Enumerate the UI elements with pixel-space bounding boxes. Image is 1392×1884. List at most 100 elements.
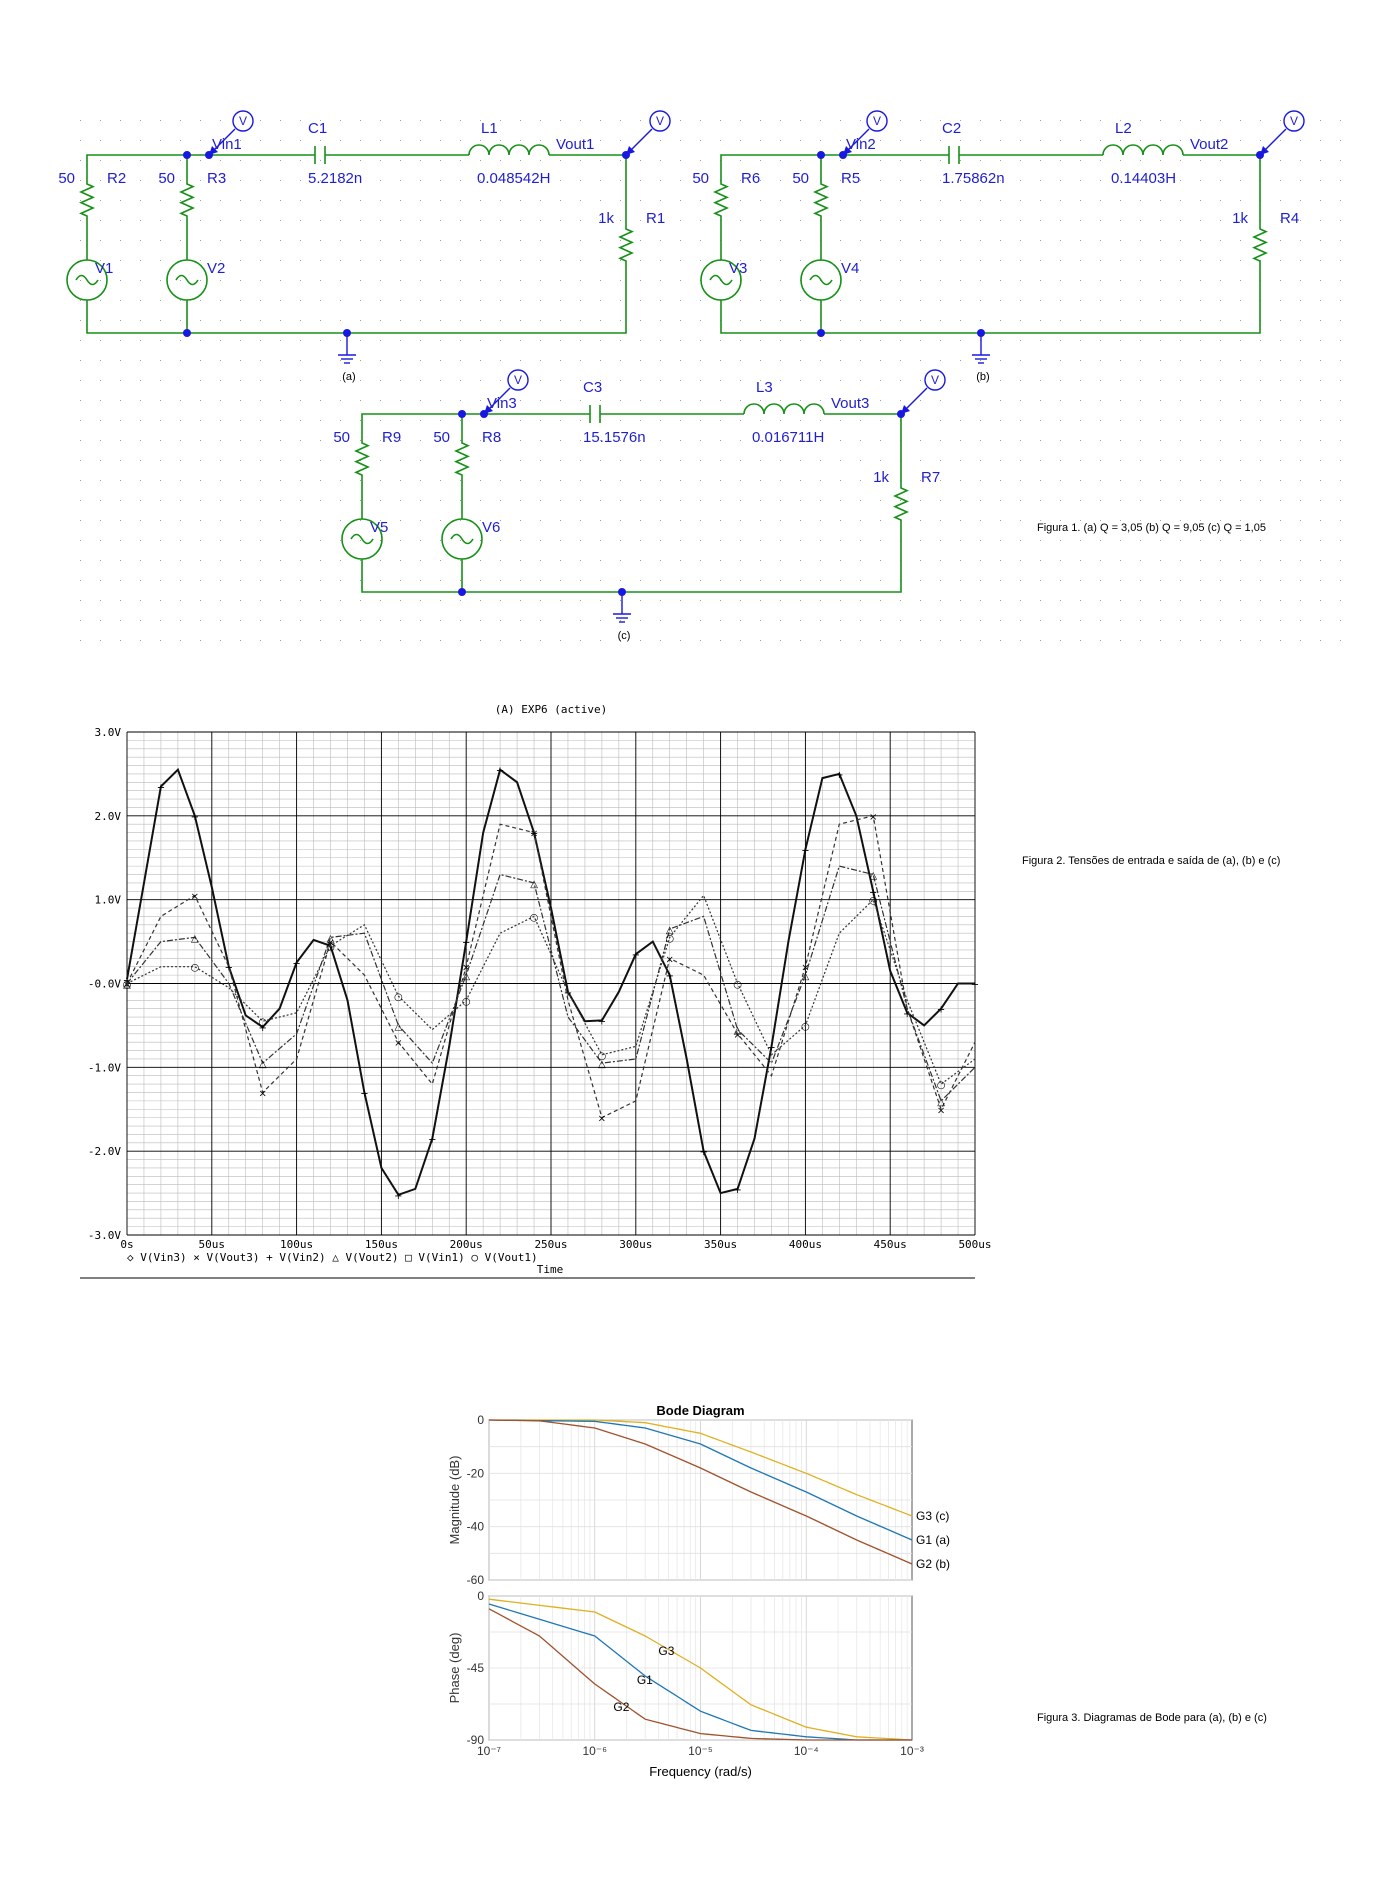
data-marker: △ [123,980,131,991]
data-marker: △ [462,971,470,982]
source-name: V4 [841,260,859,277]
data-marker: + [971,980,979,991]
data-marker: △ [395,1021,403,1032]
source-name: V3 [729,260,747,277]
resistor-name: R2 [107,170,126,187]
data-marker: × [123,980,131,991]
circuit-caption: (a) [342,371,355,383]
data-marker: × [326,938,334,949]
net-label-vin: Vin3 [487,395,517,412]
resistor-name: R6 [741,170,760,187]
data-marker: + [699,1147,707,1158]
data-marker: ○ [869,896,878,907]
data-marker: + [937,1005,945,1016]
probe-vout1[interactable]: V [625,110,671,156]
capacitor-value: 1.75862n [942,170,1005,187]
bode-series-label: G2 (b) [916,1557,950,1571]
bode-x-tick: 10⁻³ [900,1744,924,1758]
data-marker: ○ [530,912,539,923]
data-marker: △ [734,1026,742,1037]
net-label-vout: Vout2 [1190,136,1228,153]
data-marker: ○ [937,1080,946,1091]
data-marker: ○ [258,1017,267,1028]
resistor-value: 50 [433,429,450,446]
data-marker: △ [869,871,877,882]
transient-legend: ◇ V(Vin3) × V(Vout3) + V(Vin2) △ V(Vout2… [127,1251,538,1264]
data-marker: + [258,1023,266,1034]
data-marker: + [801,845,809,856]
resistor-name: R3 [207,170,226,187]
data-marker: + [326,942,334,953]
net-label-vin: Vin2 [846,136,876,153]
probe-vin3[interactable]: V [483,369,529,415]
bode-title: Bode Diagram [656,1403,744,1418]
capacitor-value: 5.2182n [308,170,362,187]
inductor-value: 0.14403H [1111,170,1176,187]
x-tick-label: 0s [120,1238,133,1251]
bode-phase-series-label: G1 [637,1673,653,1687]
data-marker: + [360,1088,368,1099]
schematic-c: V V 50 R9 50 R8 V5 V6 Vin3 C3 15.1576n L3 0.016711H V… [333,369,946,642]
net-label-vout: Vout3 [831,395,869,412]
probe-vout2[interactable]: V [1259,110,1305,156]
data-marker: × [191,891,199,902]
resistor-value: 1k [598,210,614,227]
data-marker: ○ [123,980,132,991]
bode-phase-series-label: G2 [613,1700,629,1714]
inductor-name: L3 [756,379,773,396]
resistor-name: R1 [646,210,665,227]
x-tick-label: 150us [365,1238,398,1251]
data-marker: × [869,812,877,823]
data-marker: × [462,963,470,974]
data-marker: + [869,887,877,898]
x-tick-label: 500us [958,1238,991,1251]
data-marker: + [157,782,165,793]
data-marker: + [191,812,199,823]
bode-x-tick: 10⁻⁷ [477,1744,501,1758]
bode-series-G3 (c) [489,1419,913,1517]
bode-y-label: Magnitude (dB) [447,1456,462,1545]
data-marker: + [666,971,674,982]
bode-y-tick: 0 [477,1589,484,1603]
data-marker: + [733,1185,741,1196]
resistor-value: 50 [333,429,350,446]
data-marker: ○ [394,992,403,1003]
schematic-grid-dots [80,120,1341,641]
data-marker: ○ [190,963,199,974]
net-label-vin: Vin1 [212,136,242,153]
bode-y-tick: -60 [467,1573,485,1587]
x-tick-label: 450us [874,1238,907,1251]
source-name: V1 [95,260,113,277]
data-marker: × [598,1114,606,1125]
data-marker: + [598,1016,606,1027]
resistor-name: R5 [841,170,860,187]
bode-series-G1 (a) [488,1419,913,1541]
data-marker: + [767,1042,775,1053]
resistor-value: 50 [692,170,709,187]
data-marker: △ [802,971,810,982]
bode-x-label: Frequency (rad/s) [649,1764,752,1779]
bode-y-tick: -40 [467,1520,485,1534]
bode-y-label: Phase (deg) [447,1633,462,1704]
capacitor-value: 15.1576n [583,429,646,446]
probe-vout3[interactable]: V [900,369,946,415]
x-tick-label: 50us [199,1238,226,1251]
bode-series-G3 [488,1598,913,1741]
data-marker: + [835,770,843,781]
probe-vin1[interactable]: V [208,110,254,156]
bode-y-tick: -90 [467,1733,485,1747]
series-V(Vout2) [126,865,976,1102]
bode-phase-plot: 0 -45 -90 Phase (deg) G3 G1 G2 10⁻⁷ 10⁻⁶ 10⁻⁵ 10⁻⁴… [447,1589,924,1779]
data-marker: × [733,1030,741,1041]
net-label-vout: Vout1 [556,136,594,153]
y-tick-label: 3.0V [95,726,122,739]
figure-3-caption: Figura 3. Diagramas de Bode para (a), (b… [1037,1712,1267,1724]
schematic-b: V V 50 R6 50 R5 V3 V4 Vin2 C2 1.75862n L2 0.14403H Vo… [692,110,1305,383]
bode-series-G2 (b) [488,1419,913,1565]
series-V(Vin2) [126,767,975,1197]
source-name: V5 [370,519,388,536]
probe-vin2[interactable]: V [842,110,888,156]
data-marker: + [394,1191,402,1202]
data-marker: + [462,938,470,949]
